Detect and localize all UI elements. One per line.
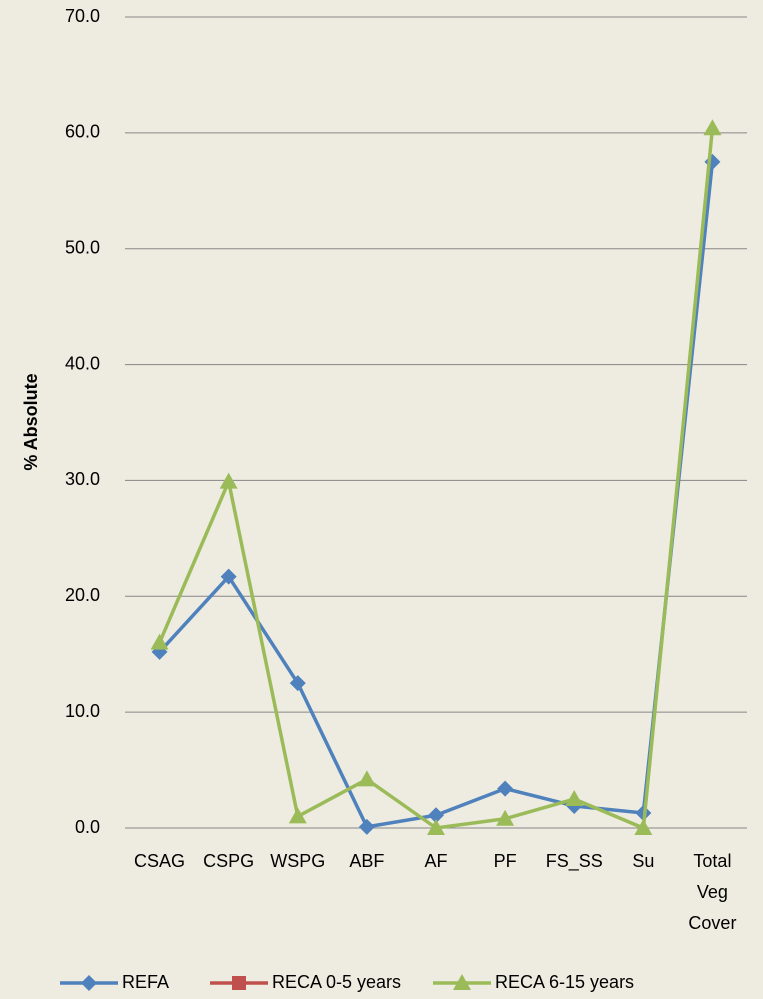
legend-label: REFA [122,972,169,992]
y-tick-label: 10.0 [65,701,100,721]
x-tick-label: WSPG [270,851,325,871]
x-tick-label: Su [632,851,654,871]
data-point [358,818,375,835]
x-tick-label: AF [424,851,447,871]
y-tick-label: 20.0 [65,585,100,605]
y-tick-label: 60.0 [65,122,100,142]
data-point [496,809,515,826]
data-point [427,819,445,835]
y-tick-label: 70.0 [65,6,100,26]
x-tick-label: Total Veg Cover [688,851,736,933]
data-point [289,675,306,692]
y-tick-label: 40.0 [65,353,100,373]
x-tick-label: CSPG [203,851,254,871]
data-point [288,807,307,824]
x-tick-label: PF [494,851,517,871]
data-point [428,807,444,824]
legend-marker [81,975,97,991]
y-tick-label: 0.0 [75,817,100,837]
data-point [565,790,584,807]
legend-label: RECA 6-15 years [495,972,634,992]
y-axis-label: % Absolute [21,373,41,470]
x-tick-label: ABF [349,851,384,871]
data-point [219,472,238,489]
legend-label: RECA 0-5 years [272,972,401,992]
data-point [703,119,722,136]
x-tick-label: FS_SS [546,851,603,872]
y-tick-label: 30.0 [65,469,100,489]
data-point [357,770,376,787]
legend-marker [232,976,246,990]
data-point [150,633,169,650]
legend-marker [453,974,471,990]
data-point [497,780,514,797]
data-point [634,819,653,835]
data-point [220,568,237,585]
y-tick-label: 50.0 [65,237,100,257]
x-tick-label: CSAG [134,851,185,871]
